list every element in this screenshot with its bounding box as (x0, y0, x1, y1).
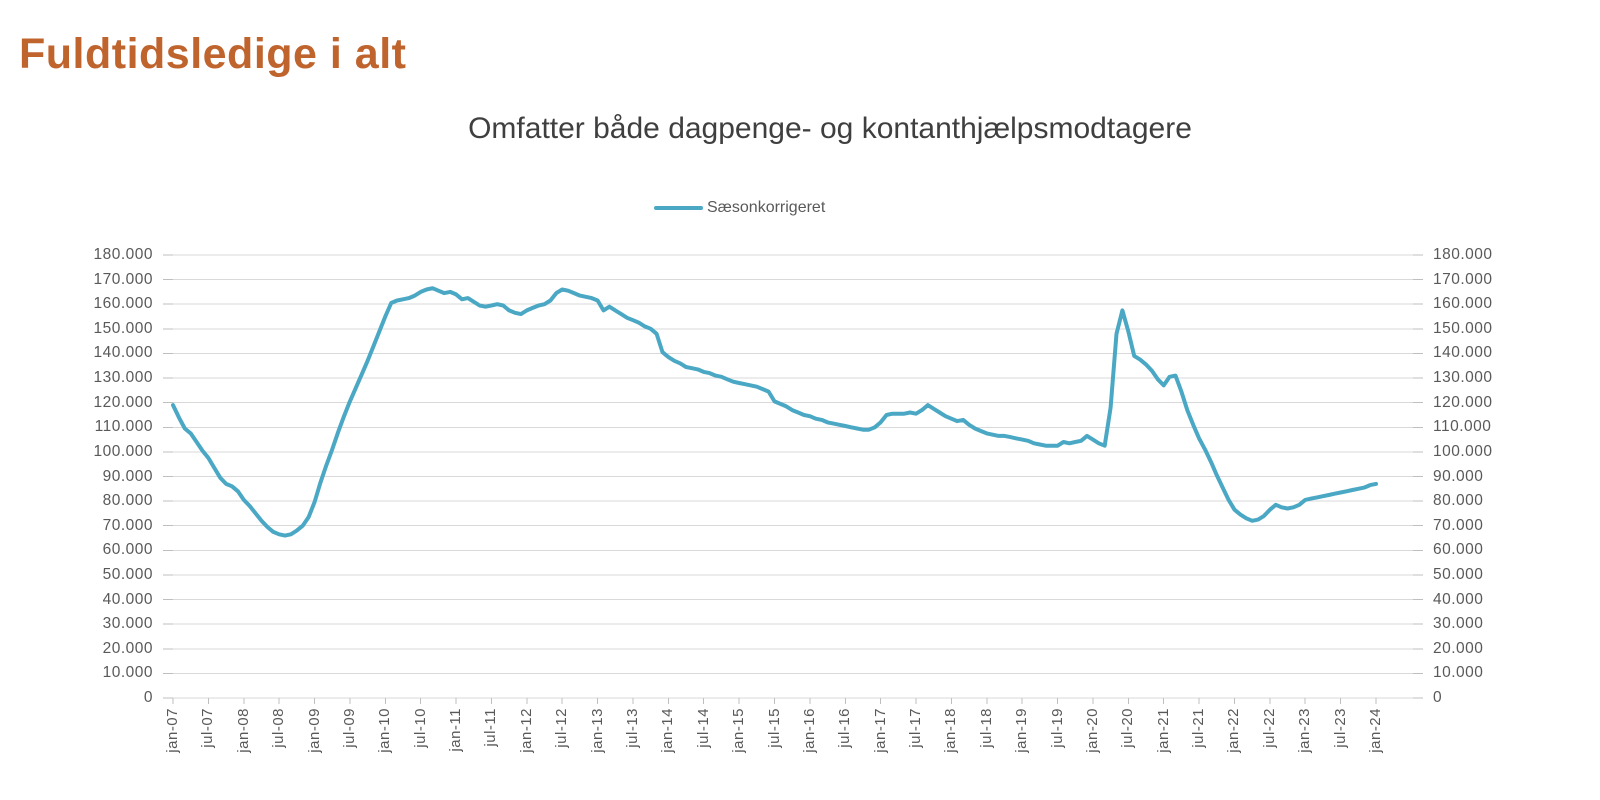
x-axis-label: jul-21 (1190, 708, 1208, 748)
x-axis-label: jul-15 (765, 708, 783, 748)
legend: Sæsonkorrigeret (654, 198, 825, 218)
y-axis-label-left: 80.000 (102, 492, 153, 510)
y-axis-label-right: 70.000 (1433, 516, 1484, 534)
x-axis-label: jul-17 (907, 708, 925, 748)
y-axis-label-right: 140.000 (1433, 344, 1493, 362)
y-axis-label-left: 10.000 (102, 664, 153, 682)
x-axis-label: jan-24 (1367, 708, 1384, 753)
y-axis-label-right: 150.000 (1433, 319, 1493, 337)
x-axis-label: jan-08 (234, 708, 252, 753)
legend-label: Sæsonkorrigeret (707, 199, 826, 216)
x-axis-label: jan-16 (800, 708, 818, 753)
y-axis-label-right: 20.000 (1433, 639, 1484, 657)
y-axis-label-right: 120.000 (1433, 393, 1493, 411)
x-axis-label: jul-18 (977, 708, 995, 748)
x-axis-label: jan-20 (1083, 708, 1101, 753)
x-axis-label: jul-10 (411, 708, 429, 748)
x-axis-label: jan-22 (1225, 708, 1243, 753)
y-axis-label-right: 180.000 (1433, 246, 1493, 263)
y-axis-label-left: 20.000 (102, 639, 153, 657)
y-axis-label-left: 40.000 (102, 590, 153, 608)
y-axis-label-right: 30.000 (1433, 615, 1484, 633)
x-axis-label: jul-07 (199, 708, 217, 748)
x-axis-label: jul-08 (270, 708, 288, 748)
y-axis-label-right: 90.000 (1433, 467, 1484, 485)
y-axis-label-left: 0 (143, 689, 153, 706)
page-title: Fuldtidsledige i alt (19, 30, 407, 78)
y-axis-label-right: 60.000 (1433, 541, 1484, 559)
x-axis-label: jul-14 (694, 708, 712, 748)
x-axis-label: jul-19 (1048, 708, 1066, 748)
x-axis-label: jan-17 (871, 708, 889, 753)
x-axis-label: jan-18 (942, 708, 960, 753)
x-axis-label: jan-13 (588, 708, 606, 753)
y-axis-label-left: 120.000 (93, 393, 153, 411)
x-axis-label: jan-21 (1154, 708, 1172, 753)
x-axis-label: jul-16 (836, 708, 854, 748)
x-axis-label: jan-12 (517, 708, 535, 753)
y-axis-label-right: 110.000 (1433, 418, 1492, 436)
x-axis-label: jul-13 (623, 708, 641, 748)
y-axis-label-left: 160.000 (93, 295, 153, 313)
x-axis-label: jul-12 (553, 708, 571, 748)
y-axis-label-left: 50.000 (102, 565, 153, 583)
y-axis-label-right: 10.000 (1433, 664, 1484, 682)
y-axis-label-right: 80.000 (1433, 492, 1484, 510)
y-axis-label-left: 110.000 (94, 418, 153, 436)
y-axis-label-left: 60.000 (102, 541, 153, 559)
x-axis-label: jan-11 (447, 708, 465, 752)
y-axis-label-left: 100.000 (93, 442, 153, 460)
y-axis-label-left: 70.000 (102, 516, 153, 534)
y-axis-label-left: 180.000 (93, 246, 153, 263)
y-axis-label-left: 90.000 (102, 467, 153, 485)
y-axis-label-left: 140.000 (93, 344, 153, 362)
y-axis-label-right: 160.000 (1433, 295, 1493, 313)
y-axis-label-right: 0 (1433, 689, 1443, 706)
x-axis-label: jul-23 (1331, 708, 1349, 748)
y-axis-label-left: 30.000 (102, 615, 153, 633)
x-axis-label: jul-09 (340, 708, 358, 748)
legend-line-swatch (654, 206, 703, 210)
y-axis-label-right: 50.000 (1433, 565, 1484, 583)
x-axis-label: jul-22 (1260, 708, 1278, 748)
x-axis-label: jan-07 (164, 708, 181, 753)
x-axis-label: jan-15 (730, 708, 748, 753)
y-axis-label-right: 40.000 (1433, 590, 1484, 608)
chart-title: Omfatter både dagpenge- og kontanthjælps… (468, 112, 1192, 145)
x-axis-label: jan-19 (1013, 708, 1031, 753)
x-axis-label: jan-10 (376, 708, 394, 753)
y-axis-label-left: 170.000 (93, 270, 153, 288)
x-axis-label: jan-14 (659, 708, 677, 753)
x-axis-label: jul-11 (482, 708, 500, 747)
series-line-saesonkorrigeret (171, 286, 1378, 538)
y-axis-label-right: 130.000 (1433, 369, 1493, 387)
x-axis-label: jul-20 (1119, 708, 1137, 748)
y-axis-label-right: 170.000 (1433, 270, 1493, 288)
y-axis-label-left: 130.000 (93, 369, 153, 387)
x-axis-label: jan-23 (1296, 708, 1314, 753)
x-axis-label: jan-09 (305, 708, 323, 753)
y-axis-label-left: 150.000 (93, 319, 153, 337)
y-axis-label-right: 100.000 (1433, 442, 1493, 460)
